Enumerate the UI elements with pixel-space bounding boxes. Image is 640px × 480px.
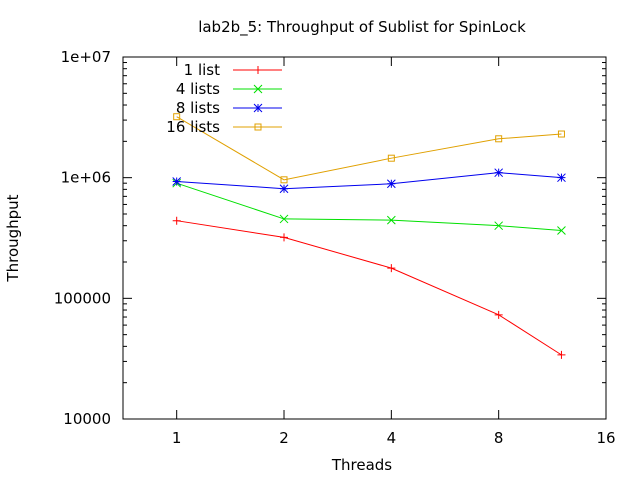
series-line — [176, 182, 562, 231]
data-point-marker — [494, 168, 504, 178]
series-line — [176, 172, 562, 190]
series-layer — [172, 113, 566, 359]
data-point-marker — [557, 173, 566, 183]
data-point-marker — [494, 310, 503, 319]
y-tick-label: 1e+06 — [61, 169, 111, 187]
x-tick-label: 1 — [172, 429, 182, 447]
data-point-marker — [173, 113, 181, 121]
series-3 — [172, 168, 566, 194]
data-point-marker — [386, 215, 396, 225]
data-point-marker — [172, 216, 181, 225]
data-point-marker — [280, 176, 288, 184]
y-tick-label: 1e+07 — [61, 48, 111, 66]
y-axis-label: Throughput — [4, 194, 22, 282]
data-point-marker — [253, 103, 263, 113]
series-4 — [173, 113, 565, 184]
legend-label: 4 lists — [176, 80, 220, 98]
legend-entry: 4 lists — [176, 80, 282, 98]
x-tick-label: 4 — [387, 429, 397, 447]
legend-entry: 8 lists — [176, 99, 282, 117]
x-tick-label: 8 — [494, 429, 504, 447]
chart-title: lab2b_5: Throughput of Sublist for SpinL… — [198, 18, 526, 37]
data-point-marker — [387, 154, 395, 162]
data-point-marker — [557, 350, 566, 359]
axis-ticks: 1 2 4 8 16 10000 100000 1e+06 1e+07 — [54, 48, 616, 447]
data-point-marker — [494, 221, 504, 231]
data-point-marker — [254, 66, 262, 74]
data-point-marker — [254, 123, 262, 131]
data-point-marker — [557, 226, 566, 235]
data-point-marker — [279, 214, 289, 224]
series-line — [176, 220, 562, 356]
plot-frame — [122, 56, 607, 420]
x-tick-label: 2 — [279, 429, 289, 447]
data-point-marker — [495, 135, 503, 143]
series-1 — [172, 216, 566, 359]
data-point-marker — [280, 233, 289, 242]
x-axis-label: Threads — [331, 456, 392, 474]
series-2 — [172, 178, 566, 235]
legend-label: 8 lists — [176, 99, 220, 117]
data-point-marker — [172, 177, 182, 186]
y-tick-label: 100000 — [54, 289, 111, 307]
legend-entry: 16 lists — [166, 118, 282, 136]
legend-label: 16 lists — [166, 118, 220, 136]
legend-label: 1 list — [184, 61, 220, 79]
data-point-marker — [279, 184, 289, 194]
y-tick-label: 10000 — [63, 410, 111, 428]
legend-entry: 1 list — [184, 61, 282, 79]
data-point-marker — [557, 130, 565, 138]
x-tick-label: 16 — [596, 429, 615, 447]
data-point-marker — [386, 179, 396, 189]
data-point-marker — [253, 84, 263, 94]
data-point-marker — [387, 264, 396, 273]
series-line — [176, 116, 562, 181]
